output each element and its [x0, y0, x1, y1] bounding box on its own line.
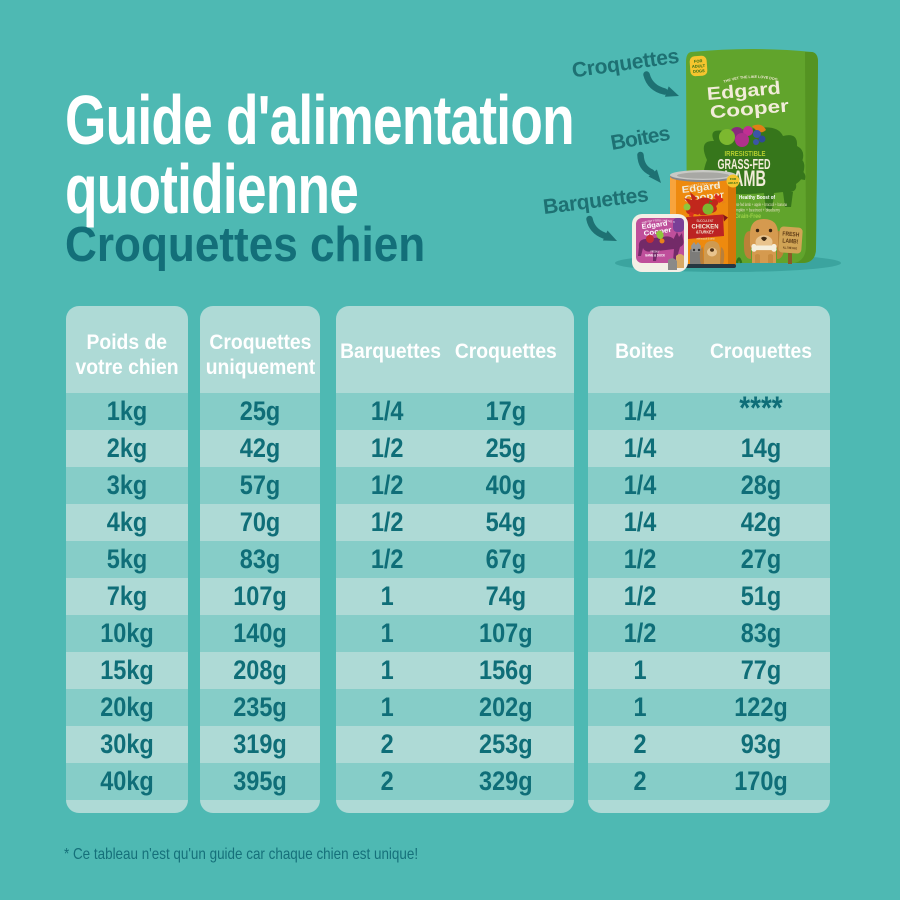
svg-text:Grain-Free: Grain-Free — [735, 214, 762, 220]
svg-text:LAMB!: LAMB! — [782, 238, 798, 245]
svg-text:FOR: FOR — [694, 58, 703, 64]
svg-text:ALL TIME FAVE: ALL TIME FAVE — [783, 246, 797, 251]
svg-text:Barquettes: Barquettes — [542, 183, 650, 219]
svg-text:CHICKEN: CHICKEN — [692, 224, 719, 231]
svg-text:Edgard: Edgard — [681, 180, 721, 196]
svg-text:with broccoli & carrot: with broccoli & carrot — [697, 237, 715, 241]
svg-text:Croquettes: Croquettes — [570, 45, 680, 83]
svg-text:ADULT: ADULT — [728, 181, 738, 185]
svg-text:FRESH: FRESH — [782, 231, 799, 238]
svg-text:DOGS: DOGS — [693, 68, 705, 74]
svg-text:SUCCULENT: SUCCULENT — [697, 219, 715, 223]
svg-text:GRASS-FED: GRASS-FED — [718, 156, 771, 173]
svg-text:FOR: FOR — [730, 177, 737, 181]
svg-text:IRRESISTIBLE: IRRESISTIBLE — [725, 151, 766, 158]
svg-text:ADULT: ADULT — [692, 63, 706, 69]
svg-text:fresh grass-fed lamb + apple +: fresh grass-fed lamb + apple + broccoli … — [725, 202, 787, 207]
svg-text:GAME & DUCK: GAME & DUCK — [645, 254, 665, 258]
svg-text:pumpkin + beetroot + blueberry: pumpkin + beetroot + blueberry — [732, 208, 781, 213]
svg-text:FRESHLY: FRESHLY — [651, 250, 660, 254]
svg-text:Healthy Boost of: Healthy Boost of — [739, 195, 775, 201]
svg-text:Boites: Boites — [609, 122, 672, 155]
svg-text:&TURKEY: &TURKEY — [696, 230, 714, 235]
svg-text:Edgard: Edgard — [641, 220, 668, 231]
